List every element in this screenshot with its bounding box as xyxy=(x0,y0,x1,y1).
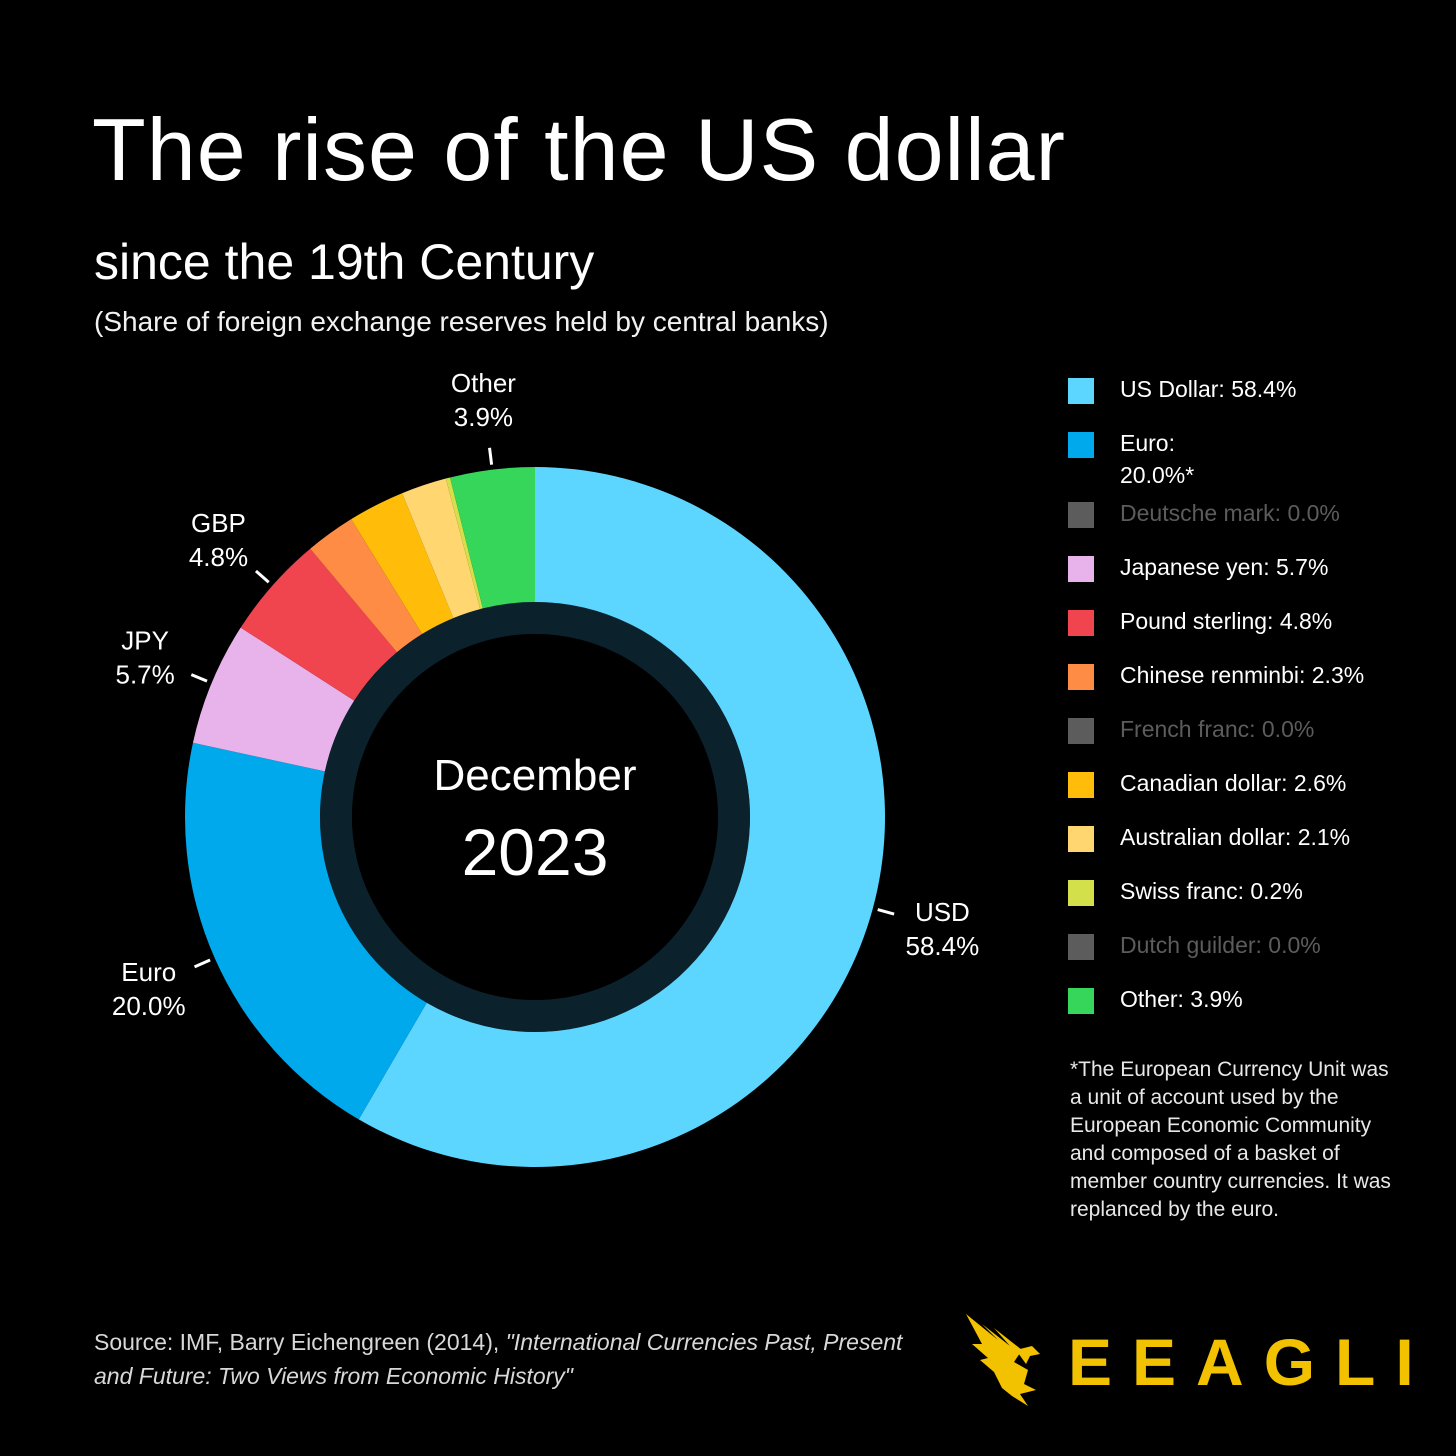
legend-swatch xyxy=(1068,502,1094,528)
legend-swatch xyxy=(1068,880,1094,906)
legend-item: Japanese yen: 5.7% xyxy=(1068,554,1428,608)
page-title: The rise of the US dollar xyxy=(92,100,1066,199)
slice-value-label: 20.0% xyxy=(112,991,186,1021)
slice-value-label: 4.8% xyxy=(189,542,248,572)
legend-label: Other: 3.9% xyxy=(1120,986,1243,1012)
legend-label: French franc: 0.0% xyxy=(1120,716,1315,742)
legend-label: US Dollar: 58.4% xyxy=(1120,376,1297,402)
legend-item: Swiss franc: 0.2% xyxy=(1068,878,1428,932)
slice-value-label: 58.4% xyxy=(906,931,980,961)
legend-swatch xyxy=(1068,826,1094,852)
center-label-month: December xyxy=(434,751,637,800)
legend-item: French franc: 0.0% xyxy=(1068,716,1428,770)
legend-label-line2: 20.0%* xyxy=(1120,462,1195,488)
legend-swatch xyxy=(1068,432,1094,458)
legend-label: Japanese yen: 5.7% xyxy=(1120,554,1329,580)
label-tick xyxy=(877,908,895,916)
legend-label: Canadian dollar: 2.6% xyxy=(1120,770,1347,796)
slice-euro xyxy=(184,742,427,1120)
eagle-icon xyxy=(966,1314,1040,1406)
source-note: Source: IMF, Barry Eichengreen (2014), "… xyxy=(94,1325,914,1393)
legend-label: Swiss franc: 0.2% xyxy=(1120,878,1303,904)
slice-us-dollar xyxy=(358,467,886,1167)
legend-label: Dutch guilder: 0.0% xyxy=(1120,932,1321,958)
source-title: "International Currencies Past, Present … xyxy=(94,1329,903,1389)
legend-swatch xyxy=(1068,934,1094,960)
legend-item: Pound sterling: 4.8% xyxy=(1068,608,1428,662)
label-tick xyxy=(254,569,270,584)
legend-label: Deutsche mark: 0.0% xyxy=(1120,500,1340,526)
slice-value-label: 5.7% xyxy=(115,660,174,690)
slice-chinese-renminbi xyxy=(310,519,423,653)
legend-item: Canadian dollar: 2.6% xyxy=(1068,770,1428,824)
donut-hole xyxy=(352,634,718,1000)
label-tick xyxy=(193,958,211,969)
legend-label: Pound sterling: 4.8% xyxy=(1120,608,1333,634)
legend-item: Euro: 20.0%* xyxy=(1068,430,1428,500)
brand-name: EEAGLI xyxy=(1068,1325,1434,1399)
legend-label: Australian dollar: 2.1% xyxy=(1120,824,1351,850)
legend-item: Deutsche mark: 0.0% xyxy=(1068,500,1428,554)
legend-item: Dutch guilder: 0.0% xyxy=(1068,932,1428,986)
footnote: *The European Currency Unit was a unit o… xyxy=(1070,1058,1391,1221)
legend-swatch xyxy=(1068,378,1094,404)
slice-swiss-franc xyxy=(445,477,483,610)
slice-australian-dollar xyxy=(402,478,481,619)
legend-swatch xyxy=(1068,772,1094,798)
slice-japanese-yen xyxy=(192,627,355,772)
brand-logo: EEAGLI xyxy=(958,1310,1414,1410)
slice-other xyxy=(450,467,535,609)
slice-label: USD xyxy=(915,897,970,927)
legend-swatch xyxy=(1068,988,1094,1014)
legend-item: Chinese renminbi: 2.3% xyxy=(1068,662,1428,716)
legend-item: US Dollar: 58.4% xyxy=(1068,376,1428,430)
slice-label: JPY xyxy=(121,626,169,656)
legend-item: Other: 3.9% xyxy=(1068,986,1428,1040)
page-subtitle: since the 19th Century xyxy=(94,234,595,290)
source-prefix: Source: IMF, Barry Eichengreen (2014), xyxy=(94,1329,506,1355)
legend-swatch xyxy=(1068,718,1094,744)
inner-ring xyxy=(320,602,750,1032)
slice-label: GBP xyxy=(191,508,246,538)
chart-note: (Share of foreign exchange reserves held… xyxy=(94,306,829,337)
legend-label: Euro: 20.0%* xyxy=(1120,430,1195,488)
legend-swatch xyxy=(1068,664,1094,690)
legend-item: Australian dollar: 2.1% xyxy=(1068,824,1428,878)
slice-label: Euro xyxy=(121,957,176,987)
slice-label: Other xyxy=(451,368,516,398)
legend-swatch xyxy=(1068,610,1094,636)
chart-legend: US Dollar: 58.4% Euro: 20.0%* Deutsche mark… xyxy=(1068,376,1428,1040)
legend-label: Chinese renminbi: 2.3% xyxy=(1120,662,1365,688)
slice-pound-sterling xyxy=(240,548,397,701)
slice-canadian-dollar xyxy=(351,493,454,635)
legend-swatch xyxy=(1068,556,1094,582)
label-tick xyxy=(488,447,494,465)
label-tick xyxy=(190,673,208,683)
slice-value-label: 3.9% xyxy=(454,402,513,432)
donut-chart: USD 58.4% Euro 20.0% JPY 5.7% GBP 4.8% Other 3.9%… xyxy=(112,368,980,1167)
center-label-year: 2023 xyxy=(462,815,609,889)
